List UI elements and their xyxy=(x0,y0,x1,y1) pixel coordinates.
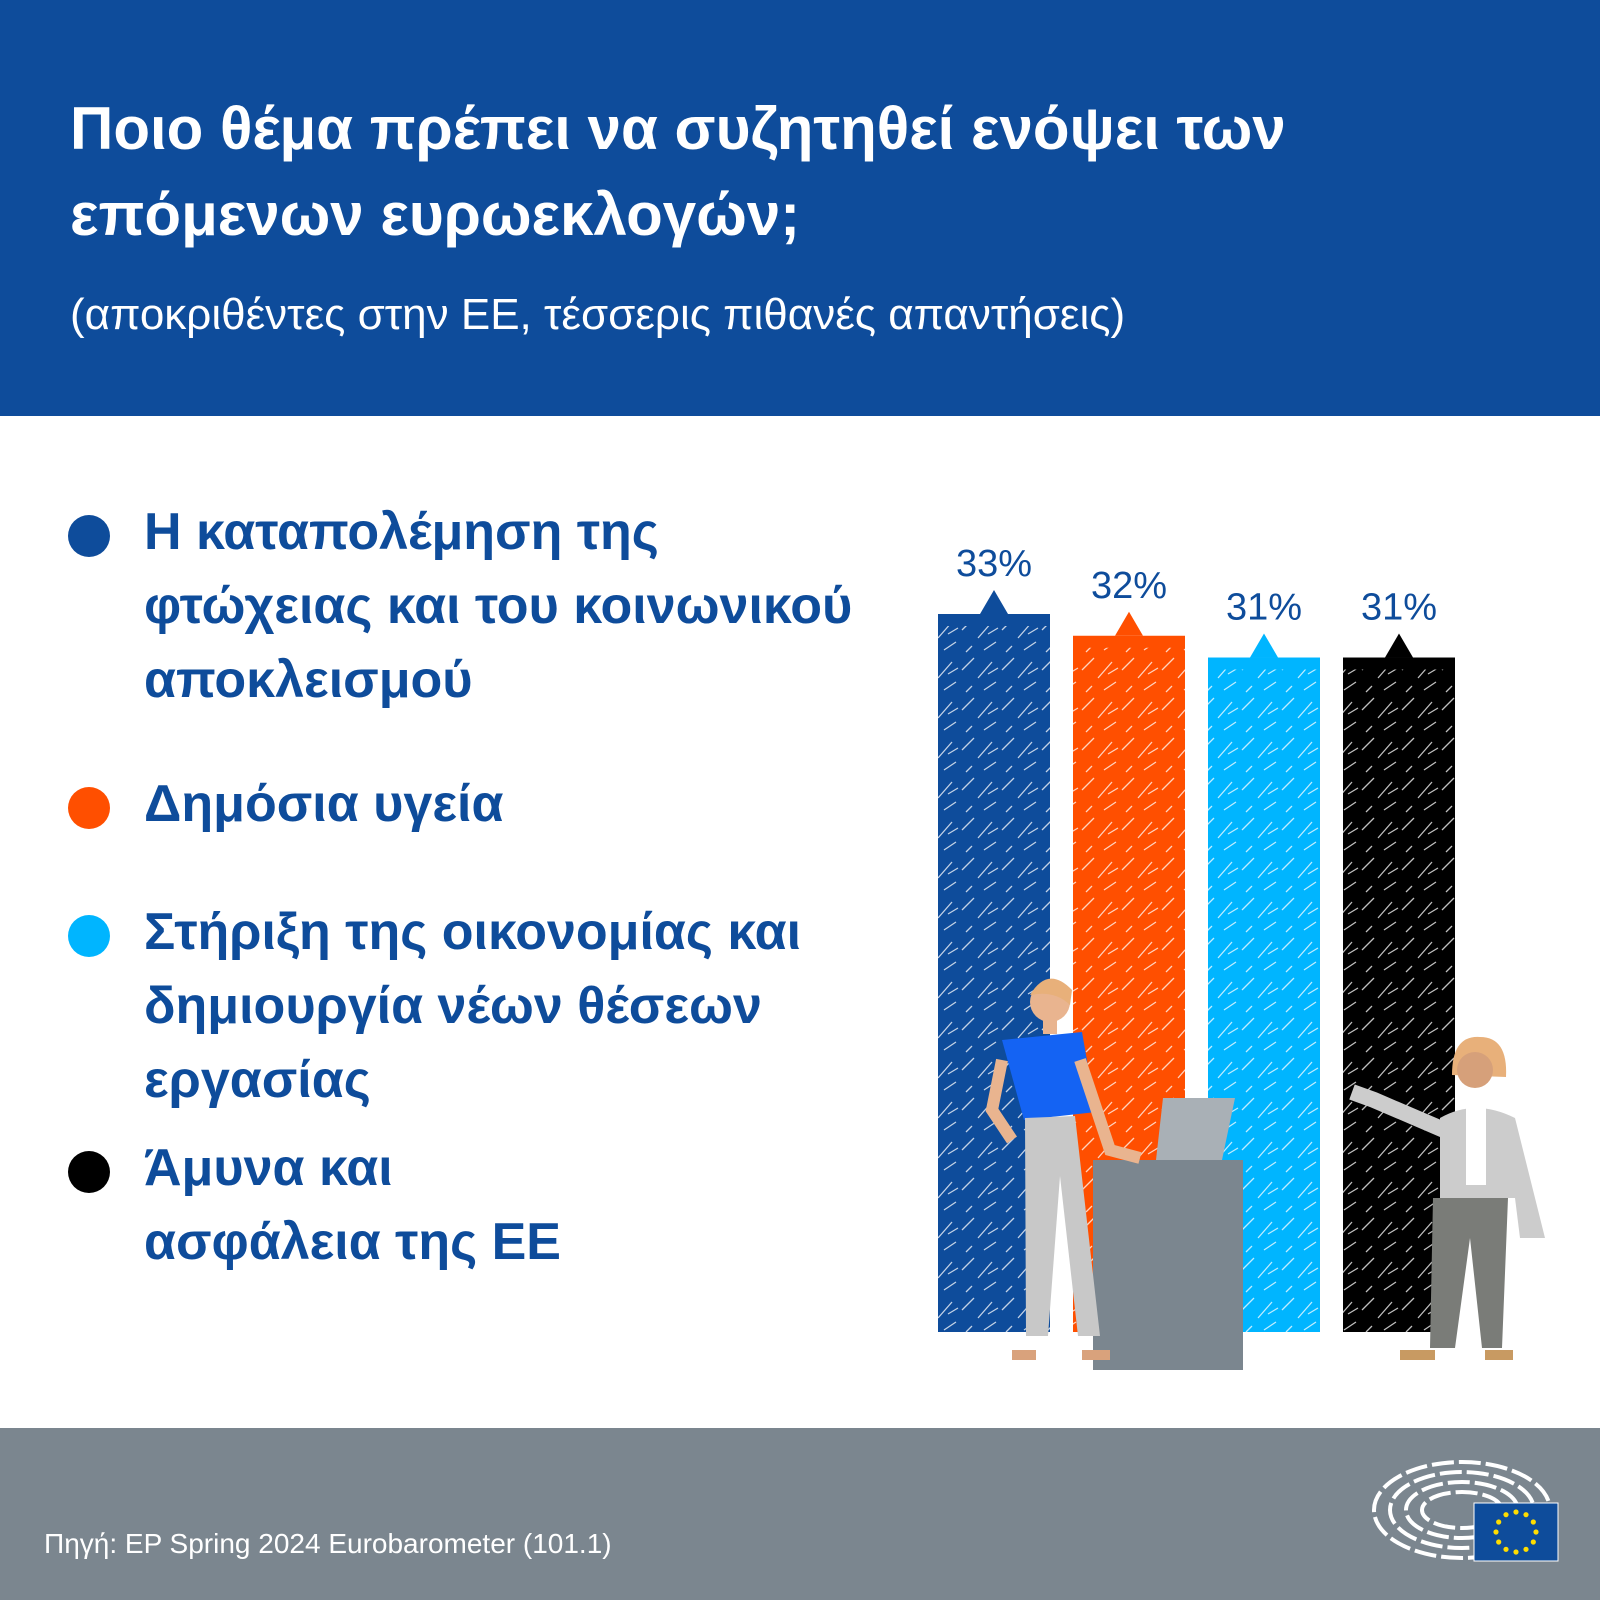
bar-value-label: 32% xyxy=(1091,565,1167,607)
bar-pointer xyxy=(1115,611,1143,636)
legend-label: Δημόσια υγεία xyxy=(144,775,504,833)
bar-value-label: 31% xyxy=(1226,587,1302,629)
footer xyxy=(0,1428,1600,1600)
legend-item-defence: Άμυνα και ασφάλεια της ΕΕ xyxy=(68,1131,614,1279)
bar-pointer xyxy=(1250,633,1278,658)
legend-item-economy: Στήριξη της οικονομίας και δημιουργία νέ… xyxy=(68,895,864,1117)
bar-value-label: 33% xyxy=(956,543,1032,585)
bar-pointer xyxy=(1385,633,1413,658)
bar-value-label: 31% xyxy=(1361,587,1437,629)
bar-pointer xyxy=(980,590,1008,614)
illustration-woman-at-desk xyxy=(985,978,1243,1370)
illustration-woman-pointing xyxy=(1349,1036,1545,1360)
legend-label: Άμυνα και ασφάλεια της ΕΕ xyxy=(144,1139,561,1271)
legend-item-poverty: Η καταπολέμηση της φτώχειας και του κοιν… xyxy=(68,495,884,717)
european-parliament-logo xyxy=(1372,1460,1559,1562)
header-banner: Ποιο θέμα πρέπει να συζητηθεί ενόψει των… xyxy=(0,0,1600,416)
legend-item-health: Δημόσια υγεία xyxy=(68,767,884,841)
legend-label: Στήριξη της οικονομίας και δημιουργία νέ… xyxy=(144,903,802,1109)
legend-label: Η καταπολέμηση της φτώχειας και του κοιν… xyxy=(144,503,853,709)
page-subtitle: (αποκριθέντες στην ΕΕ, τέσσερις πιθανές … xyxy=(70,290,1126,339)
legend-dot-orange xyxy=(68,787,110,829)
legend-dot-black xyxy=(68,1151,110,1193)
page-title: Ποιο θέμα πρέπει να συζητηθεί ενόψει των… xyxy=(70,95,1286,248)
legend-dot-blue xyxy=(68,515,110,557)
legend-dot-cyan xyxy=(68,915,110,957)
source-note: Πηγή: EP Spring 2024 Eurobarometer (101.… xyxy=(44,1528,612,1559)
